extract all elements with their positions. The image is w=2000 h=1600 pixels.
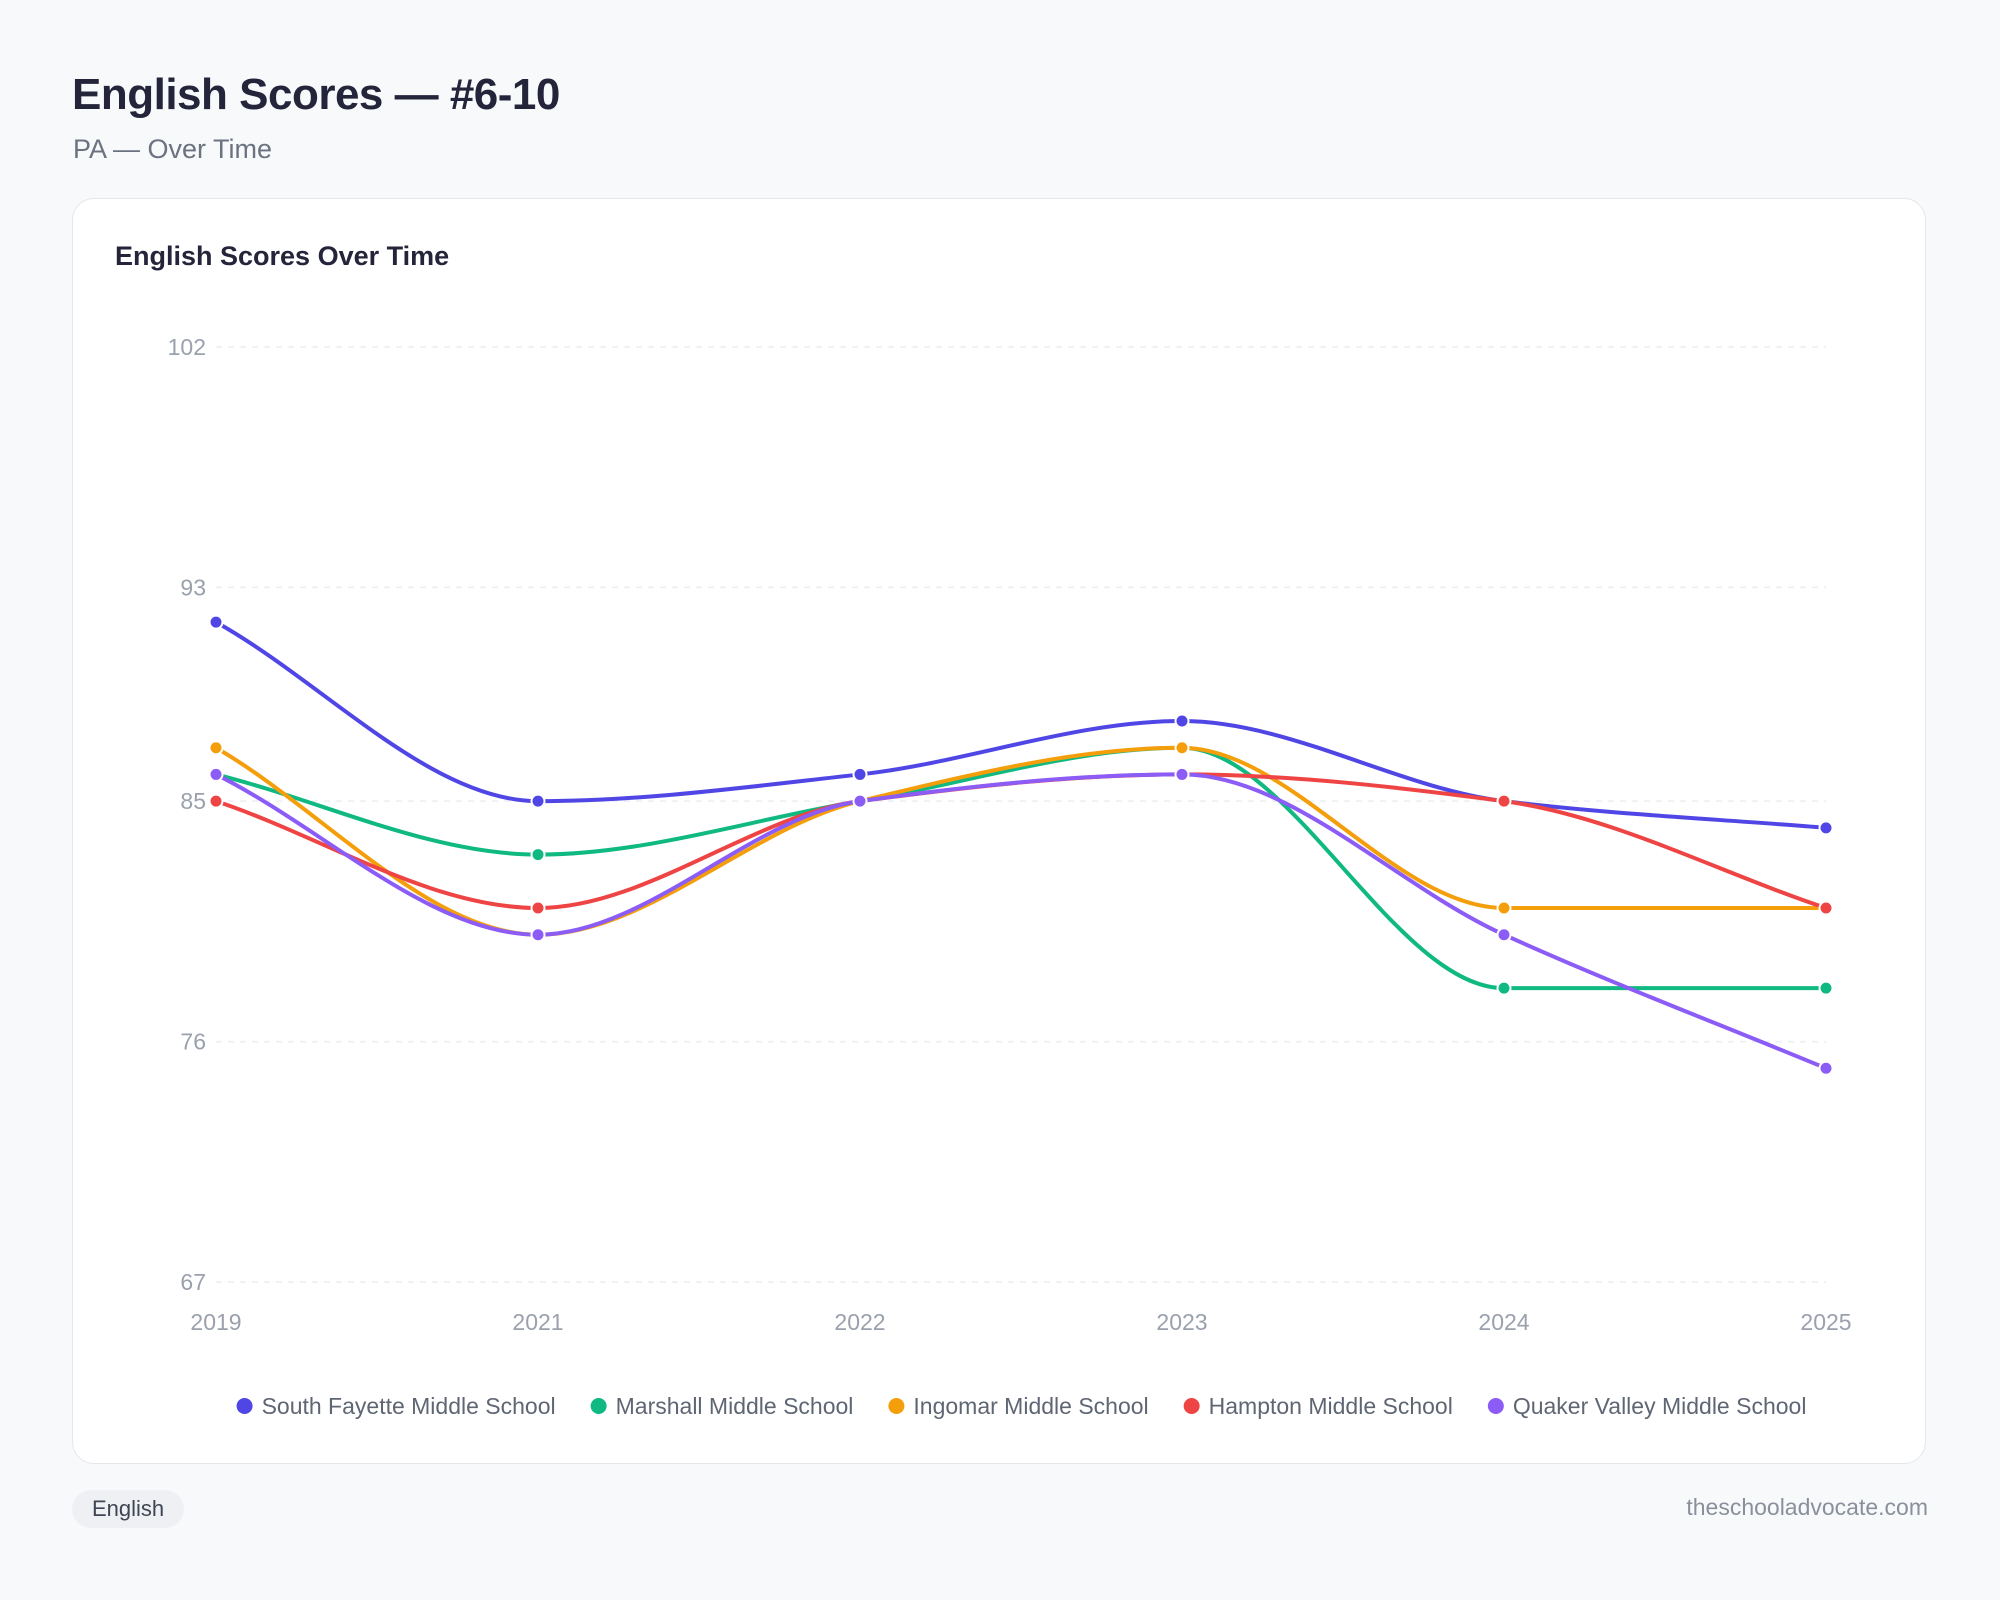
series-lines — [208, 614, 1834, 1076]
chart-card: English Scores Over Time 67 76 85 93 102 201… — [72, 198, 1926, 1464]
y-tick-label: 76 — [180, 1029, 206, 1055]
data-point[interactable] — [1174, 713, 1190, 729]
grid-lines — [216, 346, 1826, 1283]
source-attribution[interactable]: theschooladvocate.com — [1686, 1494, 1928, 1520]
legend-swatch — [1183, 1398, 1200, 1414]
data-point[interactable] — [1174, 740, 1190, 756]
x-tick-label: 2022 — [834, 1309, 885, 1335]
series-line — [214, 745, 1828, 937]
x-tick-label: 2019 — [190, 1309, 241, 1335]
page-subtitle: PA — Over Time — [73, 134, 273, 164]
subject-tag[interactable]: English — [72, 1490, 185, 1528]
legend-swatch — [236, 1398, 253, 1414]
legend-swatch — [590, 1398, 607, 1414]
page-title: English Scores — #6-10 — [72, 70, 560, 119]
legend-swatch — [888, 1398, 905, 1414]
series-3 — [208, 740, 1834, 943]
chart-title: English Scores Over Time — [115, 241, 450, 271]
series-line — [214, 772, 1828, 910]
data-point[interactable] — [530, 927, 546, 943]
data-point[interactable] — [1818, 900, 1834, 916]
series-line — [214, 745, 1828, 991]
series-4 — [208, 766, 1834, 916]
data-point[interactable] — [530, 847, 546, 863]
data-point[interactable] — [852, 793, 868, 809]
x-tick-label: 2024 — [1478, 1309, 1529, 1335]
data-point[interactable] — [1496, 980, 1512, 996]
x-tick-label: 2021 — [512, 1309, 563, 1335]
y-tick-label: 67 — [180, 1269, 206, 1295]
data-point[interactable] — [208, 793, 224, 809]
data-point[interactable] — [1496, 900, 1512, 916]
data-point[interactable] — [530, 900, 546, 916]
legend-item[interactable]: Quaker Valley Middle School — [1487, 1393, 1807, 1419]
data-point[interactable] — [1496, 927, 1512, 943]
y-axis-ticks: 67 76 85 93 102 — [168, 334, 206, 1295]
legend-item[interactable]: South Fayette Middle School — [236, 1393, 556, 1419]
legend-label: Marshall Middle School — [616, 1393, 854, 1419]
data-point[interactable] — [1818, 980, 1834, 996]
series-line — [214, 772, 1828, 1071]
legend-label: Hampton Middle School — [1209, 1393, 1453, 1419]
data-point[interactable] — [1818, 1060, 1834, 1076]
data-point[interactable] — [208, 614, 224, 630]
legend-label: Ingomar Middle School — [913, 1393, 1148, 1419]
data-point[interactable] — [1818, 820, 1834, 836]
data-point[interactable] — [530, 793, 546, 809]
legend-item[interactable]: Hampton Middle School — [1183, 1393, 1453, 1419]
y-tick-label: 102 — [168, 334, 206, 360]
legend-label: South Fayette Middle School — [262, 1393, 556, 1419]
data-point[interactable] — [1174, 766, 1190, 782]
legend-item[interactable]: Ingomar Middle School — [888, 1393, 1149, 1419]
legend-label: Quaker Valley Middle School — [1513, 1393, 1807, 1419]
legend-item[interactable]: Marshall Middle School — [590, 1393, 854, 1419]
line-chart: 67 76 85 93 102 2019 2021 2022 2023 2024 2025 Sou… — [168, 334, 1852, 1419]
x-tick-label: 2025 — [1800, 1309, 1851, 1335]
series-5 — [208, 766, 1834, 1076]
chart-legend: South Fayette Middle School Marshall Midd… — [236, 1393, 1807, 1419]
y-tick-label: 93 — [180, 574, 206, 600]
data-point[interactable] — [852, 766, 868, 782]
legend-swatch — [1487, 1398, 1504, 1414]
series-line — [214, 620, 1828, 830]
x-tick-label: 2023 — [1156, 1309, 1207, 1335]
x-axis-ticks: 2019 2021 2022 2023 2024 2025 — [190, 1309, 1851, 1335]
data-point[interactable] — [208, 740, 224, 756]
data-point[interactable] — [208, 766, 224, 782]
data-point[interactable] — [1496, 793, 1512, 809]
y-tick-label: 85 — [180, 788, 206, 814]
